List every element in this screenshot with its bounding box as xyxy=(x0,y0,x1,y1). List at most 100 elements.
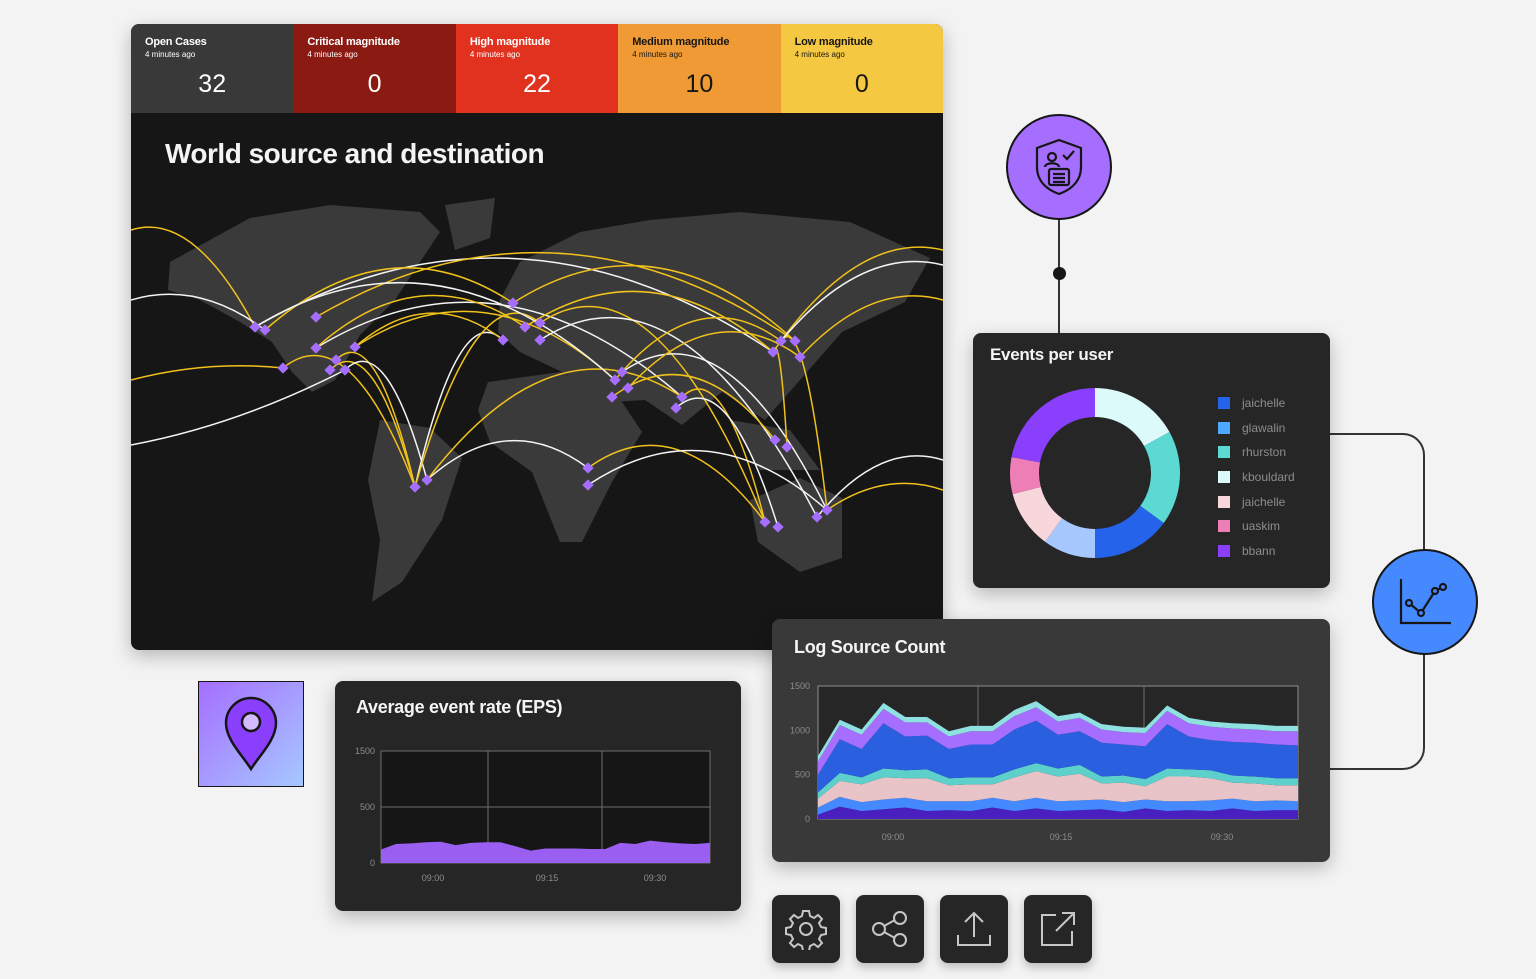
legend-item[interactable]: bbann xyxy=(1218,539,1295,564)
location-pin-icon xyxy=(224,696,278,772)
location-node[interactable] xyxy=(794,351,806,363)
stat-timestamp: 4 minutes ago xyxy=(307,50,358,59)
shield-badge[interactable] xyxy=(1006,114,1112,220)
location-node[interactable] xyxy=(606,391,618,403)
location-node[interactable] xyxy=(330,354,342,366)
donut-slice-bbann[interactable] xyxy=(1011,388,1095,463)
connection-arc xyxy=(539,305,766,523)
x-tick-label: 09:00 xyxy=(882,832,905,842)
legend-swatch xyxy=(1218,471,1230,484)
x-tick-label: 09:30 xyxy=(644,873,667,883)
donut-slice-rhurston[interactable] xyxy=(1140,432,1180,523)
legend-item[interactable]: rhurston xyxy=(1218,440,1295,465)
location-node[interactable] xyxy=(582,462,594,474)
stat-tile[interactable]: Low magnitude 4 minutes ago 0 xyxy=(780,24,943,113)
legend-item[interactable]: kbouldard xyxy=(1218,465,1295,490)
connection-arc xyxy=(344,360,428,481)
location-node[interactable] xyxy=(507,297,519,309)
location-node[interactable] xyxy=(821,504,833,516)
continent-shape xyxy=(368,420,462,602)
connection-arc xyxy=(772,246,943,353)
external-link-icon xyxy=(1041,912,1075,946)
location-node[interactable] xyxy=(811,511,823,523)
location-node[interactable] xyxy=(775,335,787,347)
x-tick-label: 09:15 xyxy=(536,873,559,883)
legend-label: bbann xyxy=(1242,543,1276,558)
legend-label: uaskim xyxy=(1242,519,1281,534)
legend-item[interactable]: uaskim xyxy=(1218,514,1295,539)
legend-item[interactable]: jaichelle xyxy=(1218,489,1295,514)
connection-arc xyxy=(539,316,818,518)
location-node[interactable] xyxy=(781,441,793,453)
location-node[interactable] xyxy=(616,366,628,378)
location-node[interactable] xyxy=(277,362,289,374)
location-node[interactable] xyxy=(609,374,621,386)
connector-dot xyxy=(1053,267,1066,280)
donut-slice-jaichelle[interactable] xyxy=(1012,486,1063,542)
upload-button[interactable] xyxy=(940,895,1008,963)
eps-chart: 1500 500 0 09:00 09:15 09:30 xyxy=(355,746,711,883)
legend-label: rhurston xyxy=(1242,445,1287,460)
eps-area xyxy=(381,840,710,863)
location-node[interactable] xyxy=(409,481,421,493)
share-button[interactable] xyxy=(856,895,924,963)
connection-arc xyxy=(254,257,774,353)
location-node[interactable] xyxy=(670,402,682,414)
continent-shape xyxy=(478,372,642,542)
stat-value: 10 xyxy=(685,70,714,98)
connection-arc xyxy=(354,310,616,381)
location-node[interactable] xyxy=(769,434,781,446)
stat-tile[interactable]: Critical magnitude 4 minutes ago 0 xyxy=(293,24,456,113)
stat-timestamp: 4 minutes ago xyxy=(145,50,196,59)
stacked-area-layer-5 xyxy=(818,707,1298,775)
settings-button[interactable] xyxy=(772,895,840,963)
location-node[interactable] xyxy=(310,311,322,323)
stat-title: High magnitude xyxy=(469,36,551,48)
connection-arc xyxy=(414,331,504,488)
location-node[interactable] xyxy=(582,479,594,491)
donut-slice-glawalin[interactable] xyxy=(1045,518,1095,558)
location-node[interactable] xyxy=(339,364,351,376)
donut-slice-jaichelle[interactable] xyxy=(1095,505,1164,558)
open-external-button[interactable] xyxy=(1024,895,1092,963)
stat-tile[interactable]: High magnitude 4 minutes ago 22 xyxy=(455,24,619,113)
location-node[interactable] xyxy=(789,335,801,347)
connection-arc xyxy=(587,444,766,523)
connection-arc xyxy=(614,316,782,381)
location-node[interactable] xyxy=(310,342,322,354)
location-node[interactable] xyxy=(622,382,634,394)
connection-arc xyxy=(675,397,779,528)
analytics-badge[interactable] xyxy=(1372,549,1478,655)
legend-label: jaichelle xyxy=(1242,396,1286,411)
legend-item[interactable]: jaichelle xyxy=(1218,391,1295,416)
location-node[interactable] xyxy=(534,317,546,329)
location-node[interactable] xyxy=(767,346,779,358)
stat-timestamp: 4 minutes ago xyxy=(632,50,683,59)
logsrc-title: Log Source Count xyxy=(794,637,946,657)
location-node[interactable] xyxy=(534,334,546,346)
location-node[interactable] xyxy=(421,474,433,486)
log-source-count-card: Log Source Count 1500 1000 500 0 09:00 09:15 0… xyxy=(772,619,1330,862)
legend-item[interactable]: glawalin xyxy=(1218,416,1295,441)
location-tile[interactable] xyxy=(198,681,304,787)
location-node[interactable] xyxy=(324,364,336,376)
location-node[interactable] xyxy=(349,341,361,353)
eps-title: Average event rate (EPS) xyxy=(356,697,563,717)
location-node[interactable] xyxy=(676,391,688,403)
location-node[interactable] xyxy=(259,324,271,336)
location-node[interactable] xyxy=(519,321,531,333)
stat-tile[interactable]: Open Cases 4 minutes ago 32 xyxy=(131,24,294,113)
donut-legend: jaichelle glawalin rhurston kbouldard jaiche… xyxy=(1218,391,1295,563)
stat-tile[interactable]: Medium magnitude 4 minutes ago 10 xyxy=(618,24,781,113)
x-tick-label: 09:30 xyxy=(1211,832,1234,842)
donut-slice-kbouldard[interactable] xyxy=(1095,388,1170,447)
share-icon xyxy=(872,911,907,947)
location-node[interactable] xyxy=(497,334,509,346)
location-node[interactable] xyxy=(772,521,784,533)
continent-shape xyxy=(750,478,842,572)
location-node[interactable] xyxy=(759,516,771,528)
donut-slice-uaskim[interactable] xyxy=(1010,457,1041,495)
user-shield-checklist-icon xyxy=(1035,138,1083,196)
connection-arc xyxy=(315,251,796,342)
average-event-rate-card: Average event rate (EPS) 1500 500 0 09:00 09… xyxy=(335,681,741,911)
